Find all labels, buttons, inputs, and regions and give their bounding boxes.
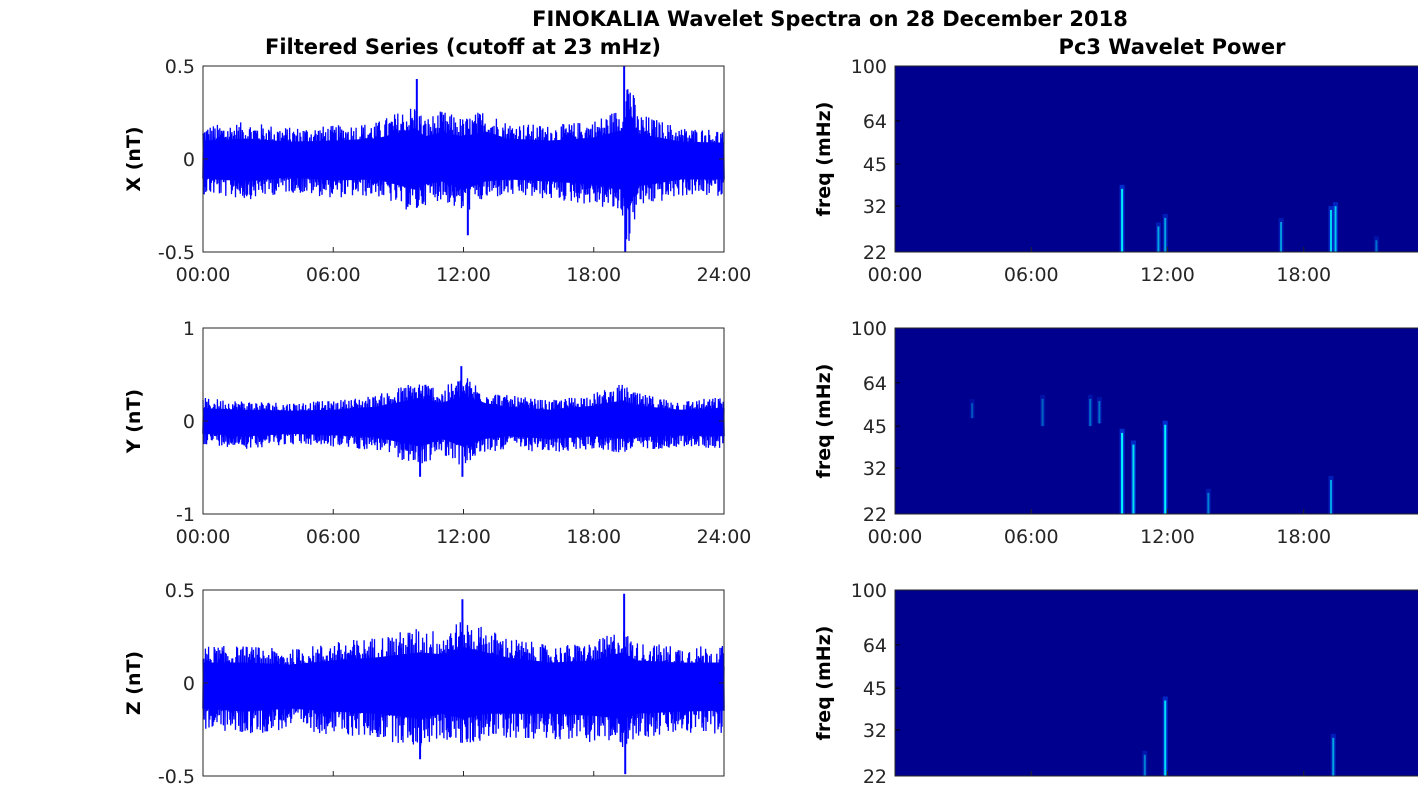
power-streak [1089,398,1092,427]
power-streak [1330,209,1332,252]
y-tick-label: -0.5 [158,766,195,788]
panel-z-wavelet: 100 64 45 32 22 freq (mHz) [813,580,1418,788]
power-streak [1121,188,1124,252]
y-tick-label: 100 [851,318,887,340]
x-tick-label: 24:00 [697,526,752,548]
power-streak [1207,492,1210,514]
y-tick-label: 32 [863,196,887,218]
power-streak [1334,206,1337,252]
y-tick-label: 100 [851,580,887,602]
power-streak [1157,226,1160,252]
panels-group: 0.50-0.500:00 06:00 12:00 18:00 24:00X (nT)1… [123,56,1418,788]
x-tick-label: 18:00 [566,526,621,548]
spectrum-background [895,590,1418,776]
power-streak [1164,700,1167,776]
x-tick-label: 12:00 [436,526,491,548]
power-streak [1330,479,1332,514]
y-tick-label: 64 [863,373,887,395]
right-column-title: Pc3 Wavelet Power [1059,35,1287,59]
y-tick-label: 22 [863,766,887,788]
left-column-title: Filtered Series (cutoff at 23 mHz) [265,35,661,59]
series-core-y [202,395,725,447]
y-axis-label: X (nT) [123,126,145,191]
panel-z: 0.5 0 -0.5 Z (nT) [123,580,725,788]
power-streak [1332,737,1335,776]
power-streak-glow [1087,394,1093,427]
y-tick-label: -1 [176,504,195,526]
power-streak-glow [969,399,975,419]
panel-x: 0.5 0 -0.500:00 06:00 12:00 18:00 24:00 X (nT) [123,56,751,286]
power-streak [971,403,974,419]
x-tick-label: 00:00 [176,526,231,548]
power-streak [1041,398,1044,427]
x-tick-label: 18:00 [1276,526,1331,548]
y-tick-label: 0.5 [165,580,195,602]
series-core-z [202,647,725,719]
x-tick-label: 18:00 [566,264,621,286]
x-tick-label: 00:00 [868,264,923,286]
power-streak [1132,444,1135,514]
x-tick-label: 06:00 [1004,264,1059,286]
power-streak [1375,240,1378,252]
y-tick-label: 32 [863,458,887,480]
y-tick-label: 1 [183,318,195,340]
y-tick-label: 64 [863,111,887,133]
y-tick-label: 100 [851,56,887,78]
x-tick-label: 06:00 [306,264,361,286]
y-axis-label: freq (mHz) [813,626,835,741]
y-tick-label: 32 [863,720,887,742]
x-tick-label: 12:00 [1140,264,1195,286]
y-tick-label: 45 [863,154,887,176]
power-streak [1164,217,1167,252]
y-tick-label: -0.5 [158,242,195,264]
spectrum-background [895,328,1418,514]
y-tick-label: 64 [863,635,887,657]
y-tick-label: 22 [863,242,887,264]
y-tick-label: 0 [183,411,195,433]
power-streak [1098,401,1101,424]
x-tick-label: 12:00 [1140,526,1195,548]
power-streak-glow [1373,236,1379,252]
power-streak-glow [1142,750,1148,776]
x-tick-label: 06:00 [1004,526,1059,548]
y-tick-label: 45 [863,678,887,700]
power-streak-glow [1040,394,1046,427]
power-streak [1121,432,1124,514]
y-axis-label: Y (nT) [123,389,145,454]
y-axis-label: freq (mHz) [813,364,835,479]
x-tick-label: 18:00 [1276,264,1331,286]
y-axis-label: freq (mHz) [813,102,835,217]
series-core-x [202,108,725,210]
x-tick-label: 24:00 [697,264,752,286]
x-tick-label: 06:00 [306,526,361,548]
power-streak-glow [1205,488,1211,514]
y-tick-label: 22 [863,504,887,526]
x-tick-label: 00:00 [176,264,231,286]
y-tick-label: 0.5 [165,56,195,78]
power-streak [1164,424,1167,514]
power-streak-glow [1096,397,1102,424]
panel-y: 1 0 -100:00 06:00 12:00 18:00 24:00 Y (nT) [123,318,751,548]
power-streak [1143,754,1146,776]
power-streak [1280,222,1283,252]
x-tick-label: 00:00 [868,526,923,548]
y-tick-label: 0 [183,149,195,171]
y-tick-label: 0 [183,673,195,695]
figure-title: FINOKALIA Wavelet Spectra on 28 December… [532,7,1128,31]
y-axis-label: Z (nT) [123,651,145,715]
y-tick-label: 45 [863,416,887,438]
x-tick-label: 12:00 [436,264,491,286]
